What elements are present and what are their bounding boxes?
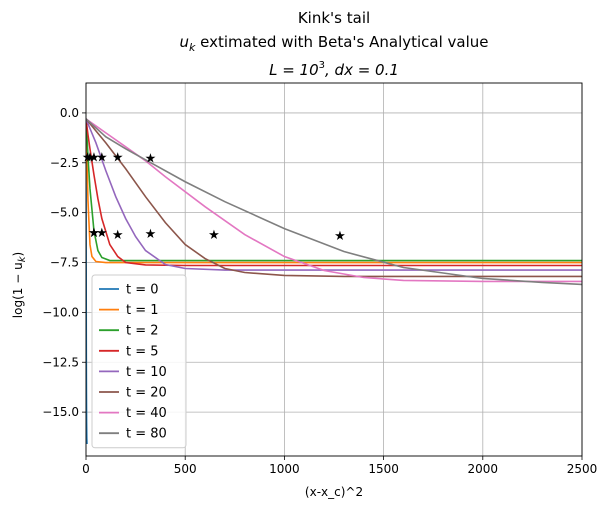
axes-frame <box>85 82 583 457</box>
y-tick-label-4: −10.0 <box>42 305 79 319</box>
series-line-3 <box>86 118 582 267</box>
ylabel-suffix: ) <box>11 252 25 257</box>
legend-label-6: t = 40 <box>126 406 167 421</box>
x-tick-label-3: 1500 <box>368 462 399 476</box>
star-marker-3-1: ★ <box>96 226 108 241</box>
legend-label-0: t = 0 <box>126 283 159 298</box>
star-marker-2-1: ★ <box>88 226 100 241</box>
legend-box <box>91 274 187 449</box>
title2-rest: extimated with Beta's Analytical value <box>195 33 488 51</box>
chart-title-line1: Kink's tail <box>298 9 370 27</box>
legend-label-4: t = 10 <box>126 365 167 380</box>
plot-area: ★★★★★★★★★★★★ ★0 500 1000 1500 2000 25000.0−2.5… <box>42 82 598 476</box>
x-tick-label-5: 2500 <box>567 462 598 476</box>
ylabel-prefix: log(1 − u <box>11 262 25 318</box>
x-axis-label: (x-x_c)^2 <box>305 485 363 499</box>
y-tick-label-0: 0.0 <box>60 106 79 120</box>
star-marker-5-1: ★ <box>145 227 157 242</box>
star-marker-1-1: ★ <box>88 226 100 241</box>
star-marker-6-1: ★ <box>208 228 220 243</box>
y-axis-label: log(1 − uk) <box>11 252 28 318</box>
series-line-4 <box>86 118 582 271</box>
ylabel-sub: k <box>17 255 28 262</box>
legend-label-7: t = 80 <box>126 427 167 442</box>
series-line-6 <box>86 118 582 283</box>
series-line-5 <box>86 118 582 278</box>
title3-L: L = 10 <box>269 61 319 79</box>
star-marker-1-0: ★ <box>82 150 94 165</box>
star-marker-5-0: ★ <box>112 150 124 165</box>
title2-u: u <box>179 33 189 51</box>
x-tick-label-0: 0 <box>82 462 90 476</box>
star-marker-2-0: ★ <box>84 150 96 165</box>
star-marker-4-1: ★ <box>112 228 124 243</box>
x-tick-label-1: 500 <box>174 462 197 476</box>
x-tick-label-2: 1000 <box>269 462 300 476</box>
y-tick-label-6: −15.0 <box>42 405 79 419</box>
y-tick-label-1: −2.5 <box>50 156 79 170</box>
y-tick-label-3: −7.5 <box>50 256 79 270</box>
legend-label-2: t = 2 <box>126 324 159 339</box>
star-marker-4-0: ★ <box>96 150 108 165</box>
x-tick-label-4: 2000 <box>468 462 499 476</box>
star-marker-3-0: ★ <box>88 150 100 165</box>
title3-rest: , dx = 0.1 <box>325 61 399 79</box>
y-tick-label-2: −5.0 <box>50 206 79 220</box>
chart-title-line2: uk extimated with Beta's Analytical valu… <box>179 33 488 54</box>
series-line-7 <box>86 118 582 286</box>
legend-label-5: t = 20 <box>126 386 167 401</box>
legend-label-3: t = 5 <box>126 344 159 359</box>
star-marker-6-0: ★ <box>145 151 157 166</box>
series-line-2 <box>86 118 582 262</box>
y-tick-label-5: −12.5 <box>42 355 79 369</box>
series-line-1 <box>86 118 582 264</box>
star-marker-7-0: ★ <box>334 229 346 244</box>
title2-sub: k <box>189 41 196 54</box>
title3-exp: 3 <box>319 60 325 71</box>
chart-title-line3: L = 103, dx = 0.1 <box>269 60 399 79</box>
legend-label-1: t = 1 <box>126 303 159 318</box>
